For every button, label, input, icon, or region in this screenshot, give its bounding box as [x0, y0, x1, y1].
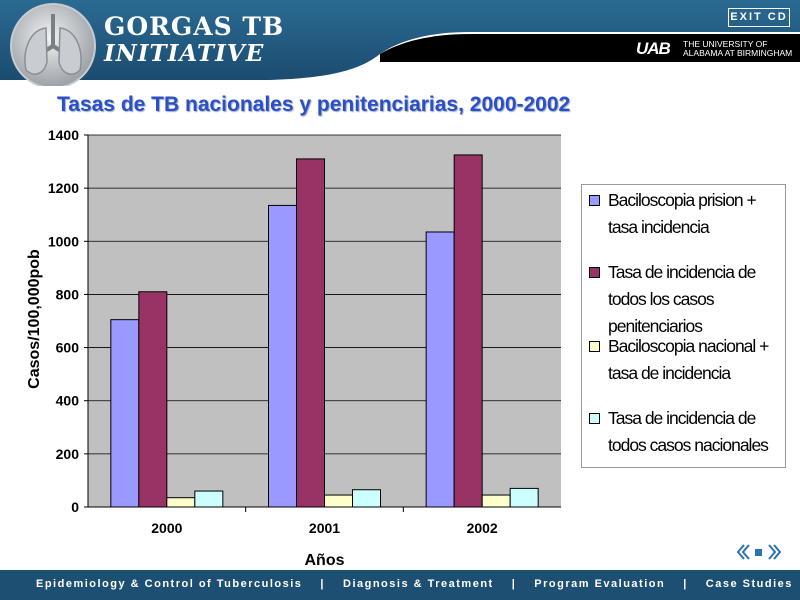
bar — [268, 204, 297, 508]
bar — [166, 497, 196, 508]
lungs-logo-icon — [10, 3, 96, 86]
bar — [138, 291, 168, 508]
legend-label: Baciloscopia nacional + tasa de incidenc… — [608, 336, 769, 383]
nav-separator: | — [511, 578, 517, 590]
nav-case-studies-link[interactable]: Case Studies — [705, 578, 793, 590]
bar — [425, 231, 455, 508]
nav-separator: | — [683, 578, 688, 590]
uab-caption-line2: ALABAMA AT BIRMINGHAM — [683, 48, 793, 58]
bar — [453, 154, 483, 508]
exit-cd-button[interactable]: EXIT CD — [728, 8, 790, 27]
chart-legend: Baciloscopia prision + tasa incidencia T… — [581, 184, 786, 468]
nav-diagnosis-link[interactable]: Diagnosis & Treatment — [343, 578, 494, 590]
y-tick-label: 1400 — [48, 127, 79, 143]
y-tick-label: 1000 — [48, 233, 79, 249]
next-slide-icon[interactable] — [768, 544, 782, 560]
y-axis-title: Casos/100,000pob — [26, 249, 43, 389]
bar-chart: 0 200 400 600 800 1000 1200 1400 2000 2001 2002 Año… — [26, 127, 561, 569]
uab-caption-line1: THE UNIVERSITY OF — [683, 39, 768, 49]
nav-epidemiology-link[interactable]: Epidemiology & Control of Tuberculosis — [36, 578, 303, 590]
home-slide-icon[interactable] — [755, 549, 762, 556]
x-axis-title: Años — [305, 552, 345, 569]
legend-swatch — [589, 195, 600, 206]
bar — [481, 494, 511, 508]
legend-label: Baciloscopia prision + tasa incidencia — [608, 190, 757, 237]
nav-program-evaluation-link[interactable]: Program Evaluation — [534, 578, 666, 590]
bar — [194, 490, 224, 508]
legend-label: Tasa de incidencia de todos casos nacion… — [608, 408, 769, 455]
legend-label: Tasa de incidencia de todos los casos pe… — [608, 262, 756, 336]
bar — [324, 494, 353, 508]
header-banner — [0, 0, 800, 86]
y-tick-label: 0 — [71, 499, 79, 515]
bar — [509, 487, 539, 508]
x-tick-label: 2002 — [467, 520, 498, 536]
y-tick-label: 400 — [56, 393, 80, 409]
slide-pager — [736, 544, 782, 560]
y-tick-label: 600 — [56, 340, 80, 356]
x-tick-label: 2001 — [309, 520, 340, 536]
uab-logo: UAB — [636, 39, 671, 58]
legend-swatch — [589, 341, 600, 352]
brand-title-line2: INITIATIVE — [104, 40, 265, 67]
bar — [296, 158, 325, 508]
bar — [352, 489, 381, 508]
y-tick-label: 800 — [56, 286, 80, 302]
x-tick-label: 2000 — [151, 520, 182, 536]
footer-bar — [0, 570, 800, 600]
footer-nav: Epidemiology & Control of Tuberculosis | D… — [36, 572, 793, 596]
nav-separator: | — [320, 578, 325, 590]
y-tick-label: 1200 — [48, 180, 79, 196]
slide-title: Tasas de TB nacionales y penitenciarias,… — [57, 93, 571, 116]
legend-swatch — [589, 413, 600, 424]
bar — [110, 319, 140, 508]
legend-swatch — [589, 267, 600, 278]
previous-slide-icon[interactable] — [736, 544, 750, 560]
brand-title-line1: GORGAS TB — [104, 12, 285, 41]
y-tick-label: 200 — [56, 446, 80, 462]
